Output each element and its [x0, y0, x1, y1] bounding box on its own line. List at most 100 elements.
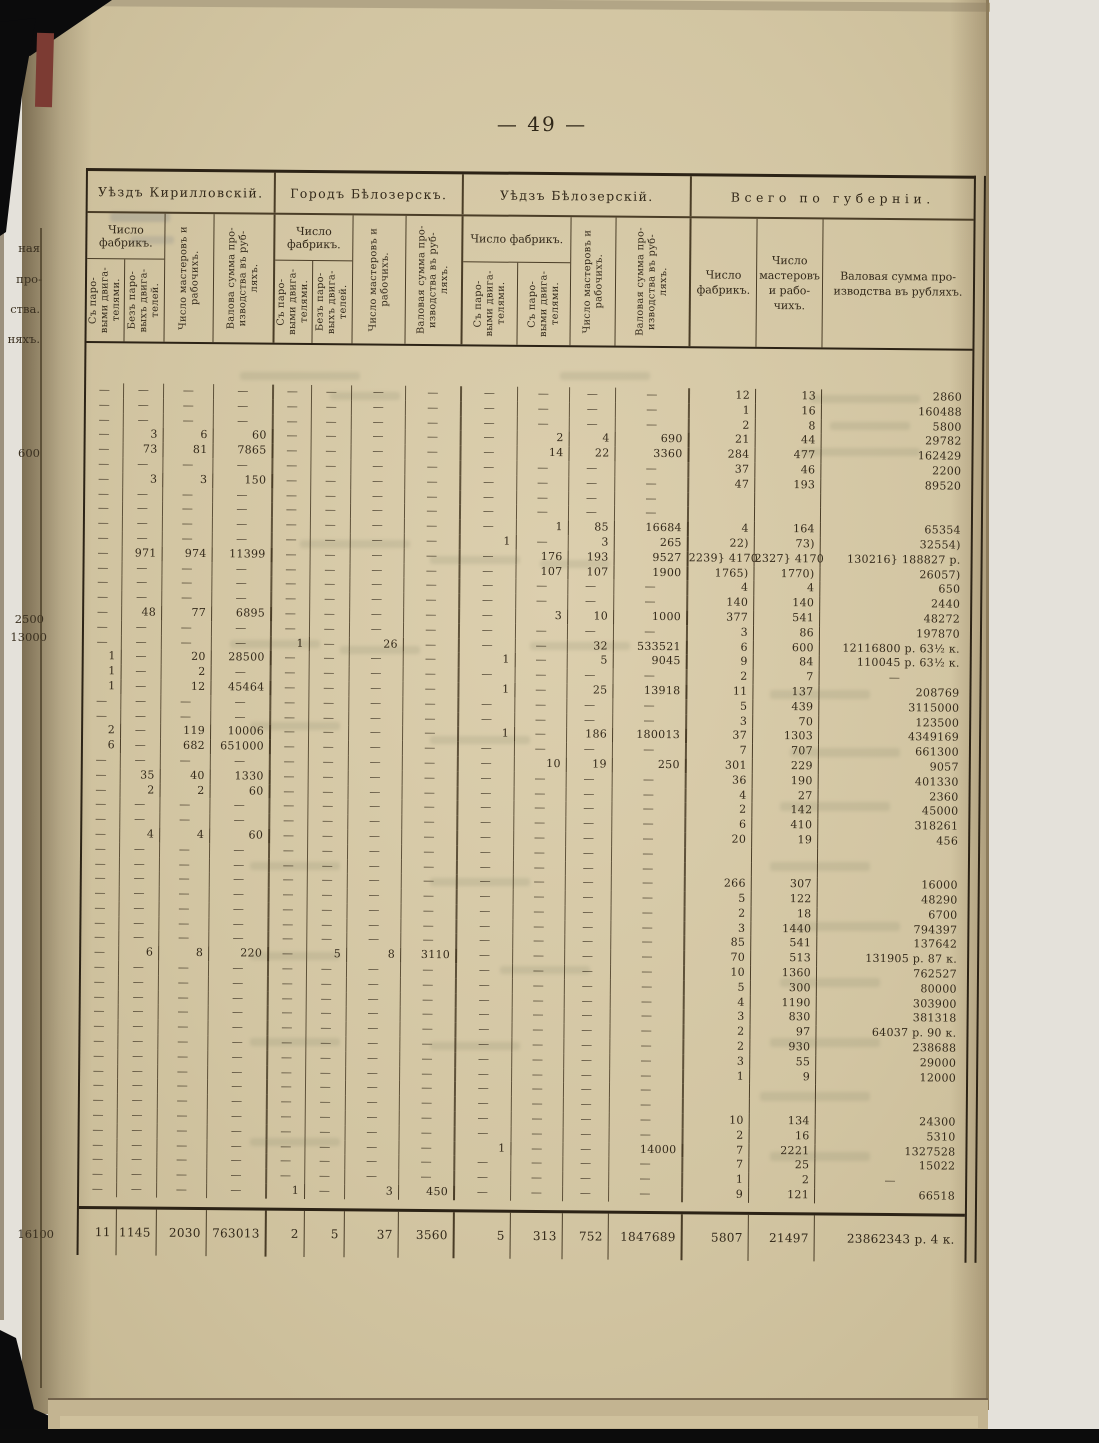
- table-cell: 1: [684, 1068, 751, 1085]
- table-cell: 533521: [613, 639, 688, 655]
- table-cell: —: [158, 1064, 209, 1080]
- table-cell: —: [512, 1008, 565, 1024]
- table-cell: —: [271, 665, 310, 681]
- table-cell: —: [612, 801, 687, 818]
- table-cell: 89520: [924, 479, 962, 493]
- table-cell: —: [272, 547, 311, 563]
- table-cell: —: [307, 888, 348, 904]
- table-cell: —: [268, 1020, 307, 1037]
- table-cell: —: [80, 989, 119, 1005]
- table-cell: 2440: [930, 597, 961, 611]
- table-cell: 3360: [615, 446, 690, 463]
- table-cell: 1360: [750, 965, 818, 982]
- table-cell: 7: [683, 1157, 750, 1174]
- table-cell: 4349169: [907, 730, 960, 744]
- table-cell: —: [455, 1170, 512, 1186]
- table-cell: 250: [612, 757, 687, 773]
- table-cell: —: [157, 1093, 208, 1110]
- table-cell: 32554): [919, 538, 961, 552]
- table-cell: —: [308, 740, 350, 756]
- table-cell: —: [309, 680, 350, 697]
- table-cell: —: [614, 506, 690, 522]
- table-cell: 44: [755, 433, 822, 449]
- table-cell: —: [122, 501, 164, 517]
- table-cell: 1: [83, 649, 122, 665]
- table-cell: —: [511, 1126, 564, 1142]
- table-cell: —: [85, 412, 124, 428]
- table-cell: 164: [754, 522, 821, 538]
- table-cell: —: [459, 637, 516, 654]
- table-cell: 121: [748, 1187, 816, 1204]
- table-cell: —: [458, 756, 515, 772]
- table-cell: —: [401, 903, 458, 919]
- table-cell: —: [80, 1048, 119, 1064]
- table-cell: —: [516, 579, 569, 595]
- table-cell: 9045: [613, 653, 688, 670]
- table-cell: —: [614, 579, 689, 596]
- table-cell: 2: [684, 1024, 751, 1040]
- table-cell: —: [269, 902, 308, 918]
- table-cell: —: [351, 414, 406, 431]
- table-cell: [755, 492, 822, 508]
- table-cell: 84: [753, 655, 820, 671]
- table-cell: —: [84, 530, 123, 547]
- table-cell: —: [269, 858, 308, 874]
- table-cell: —: [405, 474, 462, 490]
- table-cell: —: [268, 1035, 307, 1051]
- table-cell: —: [347, 858, 402, 875]
- table-cell: —: [272, 606, 311, 622]
- table-cell: 12000: [919, 1070, 957, 1085]
- column-header-band: Число фабрикъ. Съ паро- выми двига- теля…: [86, 213, 974, 351]
- table-cell: —: [123, 486, 164, 503]
- table-cell: 9: [750, 1069, 817, 1085]
- table-cell: —: [311, 444, 352, 460]
- table-cell: —: [79, 1078, 119, 1094]
- table-cell: —: [273, 399, 312, 415]
- table-cell: —: [458, 785, 515, 802]
- table-cell: —: [122, 560, 163, 577]
- page-right-edge: [986, 0, 989, 1410]
- table-cell: —: [311, 473, 352, 489]
- table-cell: —: [117, 1078, 159, 1094]
- table-cell: —: [613, 668, 688, 685]
- table-cell: 130216} 188827 р.: [846, 552, 961, 567]
- table-cell: —: [213, 384, 275, 400]
- table-cell: 77: [162, 605, 213, 621]
- table-cell: —: [84, 604, 123, 621]
- table-cell: 3: [516, 608, 569, 624]
- table-cell: —: [271, 724, 310, 741]
- table-cell: —: [346, 1065, 401, 1082]
- table-cell: —: [209, 901, 270, 918]
- table-cell: —: [569, 416, 616, 433]
- table-cell: —: [402, 755, 459, 771]
- table-cell: —: [349, 622, 405, 638]
- table-cell: —: [85, 456, 124, 473]
- table-cell: 5: [307, 947, 348, 963]
- table-cell: —: [85, 442, 124, 458]
- table-cell: —: [609, 1186, 684, 1203]
- table-cell: —: [461, 386, 519, 402]
- table-cell: 2: [266, 1210, 305, 1257]
- bleed-fragment: няхъ.: [7, 332, 40, 346]
- table-cell: 11: [687, 684, 754, 700]
- table-cell: —: [563, 1097, 610, 1113]
- column-header: Валовая сумма про- изводства въ рубляхъ.: [833, 269, 963, 299]
- table-cell: —: [163, 413, 214, 429]
- table-cell: —: [269, 917, 308, 933]
- table-cell: —: [120, 797, 161, 813]
- table-cell: —: [404, 533, 461, 550]
- table-cell: 1: [459, 682, 516, 698]
- table-cell: 410: [752, 817, 819, 834]
- table-cell: —: [347, 844, 403, 860]
- table-cell: [683, 1098, 750, 1114]
- table-cell: 137642: [913, 937, 958, 952]
- table-cell: —: [565, 949, 612, 965]
- table-cell: —: [305, 1183, 346, 1200]
- table-cell: —: [271, 650, 310, 667]
- table-cell: —: [513, 904, 566, 920]
- vertical-header: Съ паро- выми двига- телями.: [462, 262, 519, 345]
- table-cell: —: [613, 713, 688, 729]
- table-cell: —: [401, 918, 458, 934]
- table-cell: —: [80, 1063, 119, 1079]
- table-cell: —: [209, 842, 271, 859]
